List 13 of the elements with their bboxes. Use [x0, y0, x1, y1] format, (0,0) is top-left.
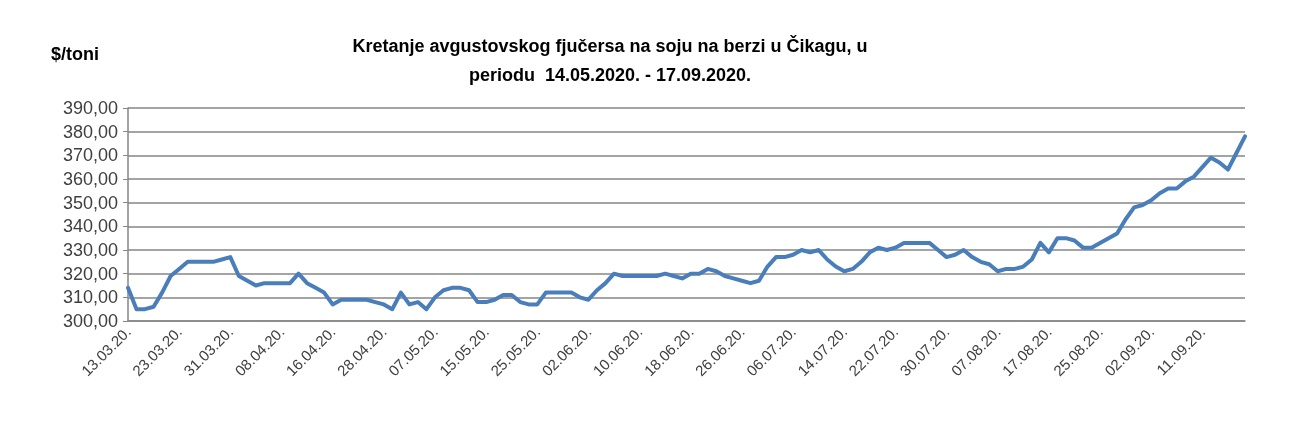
y-tick-label: 320,00 — [62, 263, 118, 284]
line-series — [126, 134, 1247, 312]
y-axis-title: $/toni — [51, 44, 99, 64]
y-tick-label: 370,00 — [62, 145, 118, 166]
y-tick-label: 310,00 — [62, 287, 118, 308]
y-tick-label: 360,00 — [62, 169, 118, 189]
y-tick-label: 350,00 — [62, 192, 118, 213]
y-tick-label: 340,00 — [62, 216, 118, 237]
y-tick-label: 330,00 — [62, 240, 118, 260]
y-tick-label: 380,00 — [62, 121, 118, 142]
y-tick-label: 390,00 — [62, 98, 118, 118]
y-tick-label: 300,00 — [62, 311, 118, 331]
chart-title: Kretanje avgustovskog fjučersa na soju na berzi u Čikagu, u periodu 14.05.2020. - 17.09.2020. — [352, 34, 868, 85]
